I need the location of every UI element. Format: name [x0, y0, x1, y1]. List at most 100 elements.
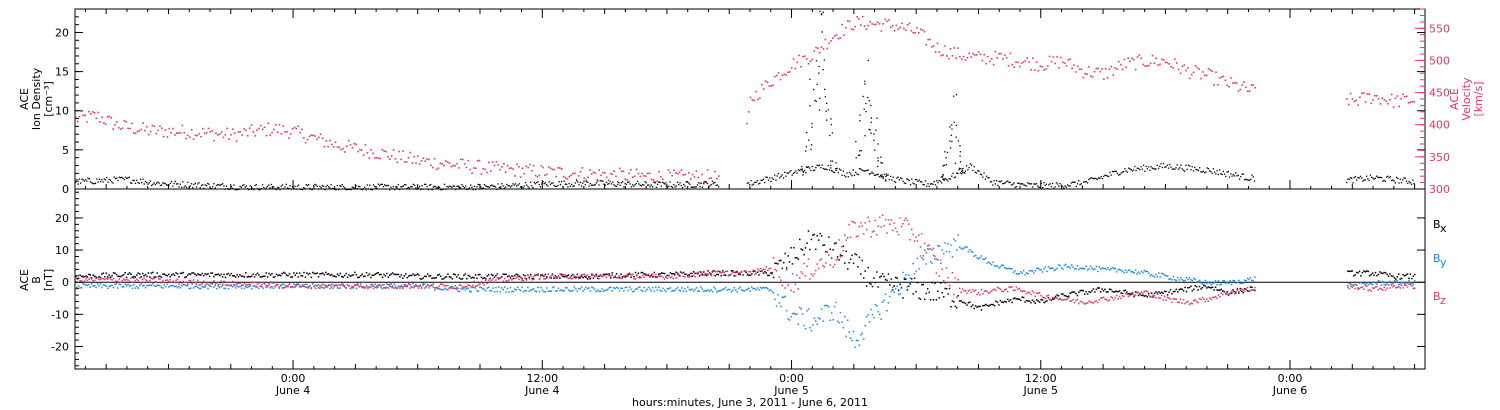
velocity-point [1138, 54, 1141, 56]
b-bx-point [128, 272, 131, 274]
density-point [670, 185, 672, 188]
velocity-point [172, 127, 174, 130]
b-by-point [591, 286, 593, 288]
b-by-point [1034, 269, 1037, 272]
density-point [1400, 181, 1403, 184]
b-by-point [131, 287, 134, 290]
density-point [1204, 171, 1206, 174]
b-bx-point [748, 274, 750, 276]
b-bx-point [604, 273, 606, 276]
density-spike-point [805, 132, 808, 134]
density-point [1121, 171, 1124, 173]
b-bz-point [147, 281, 150, 283]
density-point [82, 179, 84, 181]
b-bx-point [1051, 298, 1054, 300]
b-bz-point [453, 287, 455, 289]
b-bz-point [261, 284, 263, 286]
b-bx-point [285, 274, 288, 276]
b-by-point [924, 249, 926, 252]
density-point [1385, 176, 1388, 178]
b-bx-point [896, 277, 898, 280]
velocity-point [774, 75, 776, 78]
b-by-point [269, 287, 272, 289]
velocity-point [747, 111, 750, 113]
density-spike-point [961, 169, 964, 172]
b-by-point [290, 286, 292, 289]
b-bz-point [673, 274, 676, 276]
b-by-point [988, 261, 990, 263]
density-point [840, 169, 842, 171]
b-bz-point [1127, 295, 1130, 298]
b-by-point [1395, 280, 1397, 283]
b-by-point [785, 309, 788, 312]
b-bz-point [284, 286, 286, 289]
b-bx-point [634, 271, 637, 274]
velocity-point [327, 145, 329, 148]
b-by-point [140, 282, 142, 285]
velocity-point [691, 173, 694, 176]
b-bx-point [152, 271, 154, 274]
density-point [800, 168, 802, 171]
density-point [1004, 182, 1006, 184]
b-bx-point [1201, 286, 1204, 289]
b-bx-point [546, 276, 548, 278]
velocity-point [1217, 83, 1219, 86]
velocity-point [475, 167, 477, 170]
b-bz-point [957, 279, 959, 281]
velocity-point [689, 178, 692, 180]
density-point [1245, 178, 1247, 180]
b-bx-point [672, 273, 675, 275]
density-point [296, 185, 299, 187]
velocity-point [187, 134, 189, 137]
b-by-point [86, 284, 89, 287]
density-point [559, 183, 562, 186]
b-bz-point [250, 282, 253, 284]
b-by-point [232, 285, 234, 288]
density-spike-point [885, 175, 887, 178]
velocity-point [1222, 75, 1225, 78]
velocity-point [632, 176, 634, 178]
density-point [214, 187, 216, 189]
density-spike-point [864, 135, 866, 137]
density-point [774, 174, 776, 176]
b-bx-point [1206, 287, 1208, 289]
b-bx-point [390, 273, 392, 275]
b-by-point [809, 326, 811, 329]
b-by-point [483, 288, 486, 291]
b-bx-point [154, 276, 157, 278]
density-point [992, 184, 994, 186]
b-by-point [1175, 279, 1178, 282]
b-bx-point [1020, 299, 1022, 302]
b-bz-point [825, 262, 827, 264]
b-bz-point [1108, 299, 1111, 301]
velocity-point [334, 141, 337, 144]
velocity-point [1155, 57, 1158, 60]
density-point [1233, 175, 1236, 177]
density-point [909, 184, 912, 186]
density-point [668, 185, 670, 187]
b-tick-label: 10 [55, 244, 69, 257]
date-tick-label: June 5 [1023, 384, 1058, 397]
density-point [526, 184, 528, 186]
velocity-point [839, 37, 842, 39]
b-bx-point [380, 273, 382, 276]
velocity-point [76, 120, 79, 123]
b-bz-point [602, 275, 605, 277]
density-point [508, 184, 510, 187]
b-by-point [874, 304, 877, 306]
velocity-point [1013, 66, 1015, 68]
velocity-point [138, 130, 141, 132]
b-bz-point [464, 285, 467, 288]
b-by-point [1195, 281, 1198, 283]
density-spike-point [830, 118, 832, 120]
b-bx-point [1031, 299, 1034, 301]
b-bx-point [403, 275, 406, 277]
b-by-point [1094, 268, 1096, 270]
velocity-point [1125, 66, 1128, 69]
b-bx-point [233, 275, 235, 277]
b-bz-point [1406, 286, 1409, 288]
density-point [389, 189, 391, 191]
b-by-point [1182, 279, 1185, 282]
b-by-point [197, 286, 199, 289]
density-spike-point [949, 140, 951, 142]
